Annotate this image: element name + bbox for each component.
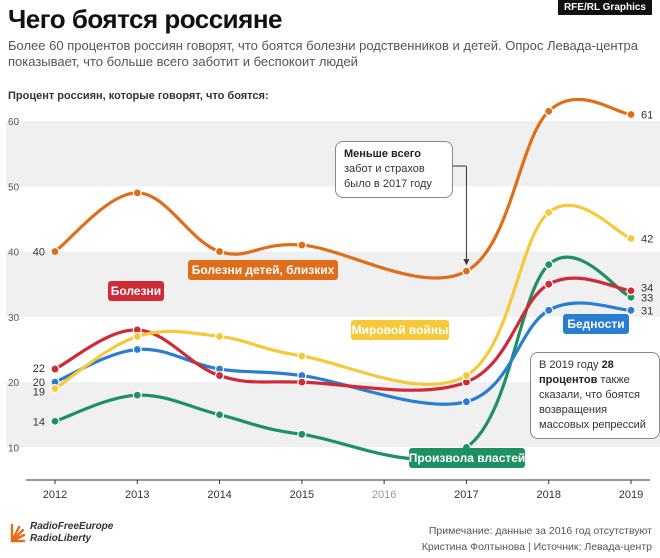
data-point xyxy=(626,233,636,244)
series-name-label: Бедности xyxy=(567,317,624,331)
x-tick-label: 2015 xyxy=(290,489,314,501)
footnote-source: Кристина Фолтынова | Источник: Левада-це… xyxy=(421,541,652,553)
y-tick-label: 50 xyxy=(8,182,20,193)
grid-band xyxy=(6,447,660,480)
footnote: Примечание: данные за 2016 год отсутству… xyxy=(422,523,652,555)
data-point xyxy=(50,384,60,394)
callout-repressions-bold: 28 процентов xyxy=(539,359,614,386)
start-value-label: 14 xyxy=(33,416,45,428)
data-point xyxy=(626,286,636,296)
logo-line-2: RadioLiberty xyxy=(30,533,92,544)
start-value-label: 40 xyxy=(33,247,45,259)
data-point xyxy=(626,305,636,315)
data-point xyxy=(297,429,307,439)
data-point xyxy=(461,370,472,381)
callout-repressions-pre: В 2019 году xyxy=(539,359,599,371)
brand-tag: RFE/RL Graphics xyxy=(557,0,652,15)
data-point xyxy=(297,377,307,387)
y-tick-label: 30 xyxy=(8,313,20,324)
end-value-label: 42 xyxy=(641,234,653,246)
data-point xyxy=(132,331,142,342)
start-value-label: 20 xyxy=(33,377,45,389)
series-name-label: Произвола властей xyxy=(409,451,526,465)
data-point xyxy=(544,260,554,270)
series-name-label: Болезни xyxy=(111,284,161,298)
data-point xyxy=(461,266,472,276)
grid-band xyxy=(6,121,660,187)
page-subtitle: Более 60 процентов россиян говорят, что … xyxy=(8,38,639,69)
data-point xyxy=(132,344,142,355)
end-value-label: 34 xyxy=(641,283,653,295)
logo-burst-icon xyxy=(10,523,26,543)
x-tick-label: 2017 xyxy=(454,489,478,501)
series-name-pill xyxy=(351,320,449,340)
x-tick-label: 2012 xyxy=(43,489,67,501)
start-value-label: 22 xyxy=(33,363,45,375)
series-name-pill xyxy=(188,260,338,280)
data-point xyxy=(132,390,142,400)
logo-line-1: RadioFreeEurope xyxy=(30,521,114,532)
callout-least-bold: Меньше всего xyxy=(344,148,421,160)
data-point xyxy=(214,246,225,257)
data-point xyxy=(214,331,225,342)
data-point xyxy=(544,207,554,218)
series-name-label: Мировой войны xyxy=(352,323,449,337)
footnote-note: Примечание: данные за 2016 год отсутству… xyxy=(428,525,652,537)
data-point xyxy=(297,240,307,250)
x-tick-label: 2013 xyxy=(125,489,149,501)
y-tick-label: 40 xyxy=(8,248,20,259)
data-point xyxy=(50,416,60,426)
data-point xyxy=(50,364,60,374)
data-point xyxy=(626,109,636,120)
callout-repressions: В 2019 году 28 процентов также сказали, … xyxy=(530,352,660,439)
data-point xyxy=(544,305,554,315)
callout-least-2017: Меньше всего забот и страхов было в 2017… xyxy=(335,141,453,198)
chart-caption: Процент россиян, которые говорят, что бо… xyxy=(8,90,269,102)
data-point xyxy=(544,106,554,116)
end-value-label: 61 xyxy=(641,110,653,122)
end-value-label: 33 xyxy=(641,292,653,304)
series-name-pill xyxy=(108,281,164,301)
rferl-logo: RadioFreeEurope RadioLiberty xyxy=(8,521,113,545)
end-value-label: 31 xyxy=(641,305,653,317)
callout-least-text: забот и страхов было в 2017 году xyxy=(344,163,432,190)
series-name-label: Болезни детей, близких xyxy=(192,263,335,277)
start-value-label: 19 xyxy=(33,387,45,399)
y-tick-label: 20 xyxy=(8,378,20,389)
series-name-pill xyxy=(563,314,629,334)
y-tick-label: 10 xyxy=(8,443,20,454)
data-point xyxy=(132,188,142,198)
data-point xyxy=(214,410,225,420)
x-tick-label: 2016 xyxy=(372,489,396,501)
series-name-pill xyxy=(409,448,525,468)
y-tick-label: 60 xyxy=(8,117,20,128)
data-point xyxy=(461,397,472,407)
data-point xyxy=(50,246,60,257)
data-point xyxy=(297,351,307,361)
data-point xyxy=(544,279,554,289)
data-point xyxy=(214,370,225,381)
callout-repressions-post: также сказали, что боятся возвращения ма… xyxy=(539,374,646,431)
x-tick-label: 2019 xyxy=(619,489,643,501)
x-tick-label: 2018 xyxy=(536,489,560,501)
x-tick-label: 2014 xyxy=(207,489,231,501)
callout-arrowhead xyxy=(463,259,470,266)
page-title: Чего боятся россияне xyxy=(8,4,283,34)
